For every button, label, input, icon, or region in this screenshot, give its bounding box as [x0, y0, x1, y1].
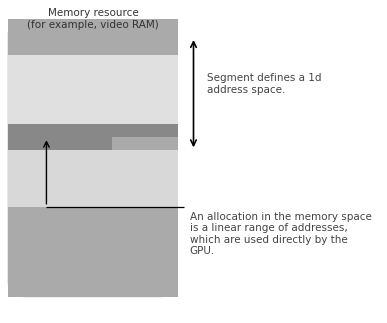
Text: An allocation in the memory space
is a linear range of addresses,
which are used: An allocation in the memory space is a l… [190, 212, 372, 256]
Bar [8, 124, 178, 137]
Text: Memory resource
(for example, video RAM): Memory resource (for example, video RAM) [27, 8, 159, 30]
Text: Segment defines a 1d
address space.: Segment defines a 1d address space. [207, 73, 322, 95]
Bar [8, 55, 178, 126]
Bar [8, 19, 178, 55]
Bar [8, 137, 112, 150]
Bar [8, 207, 178, 297]
FancyBboxPatch shape [8, 19, 178, 297]
Bar [8, 150, 178, 207]
